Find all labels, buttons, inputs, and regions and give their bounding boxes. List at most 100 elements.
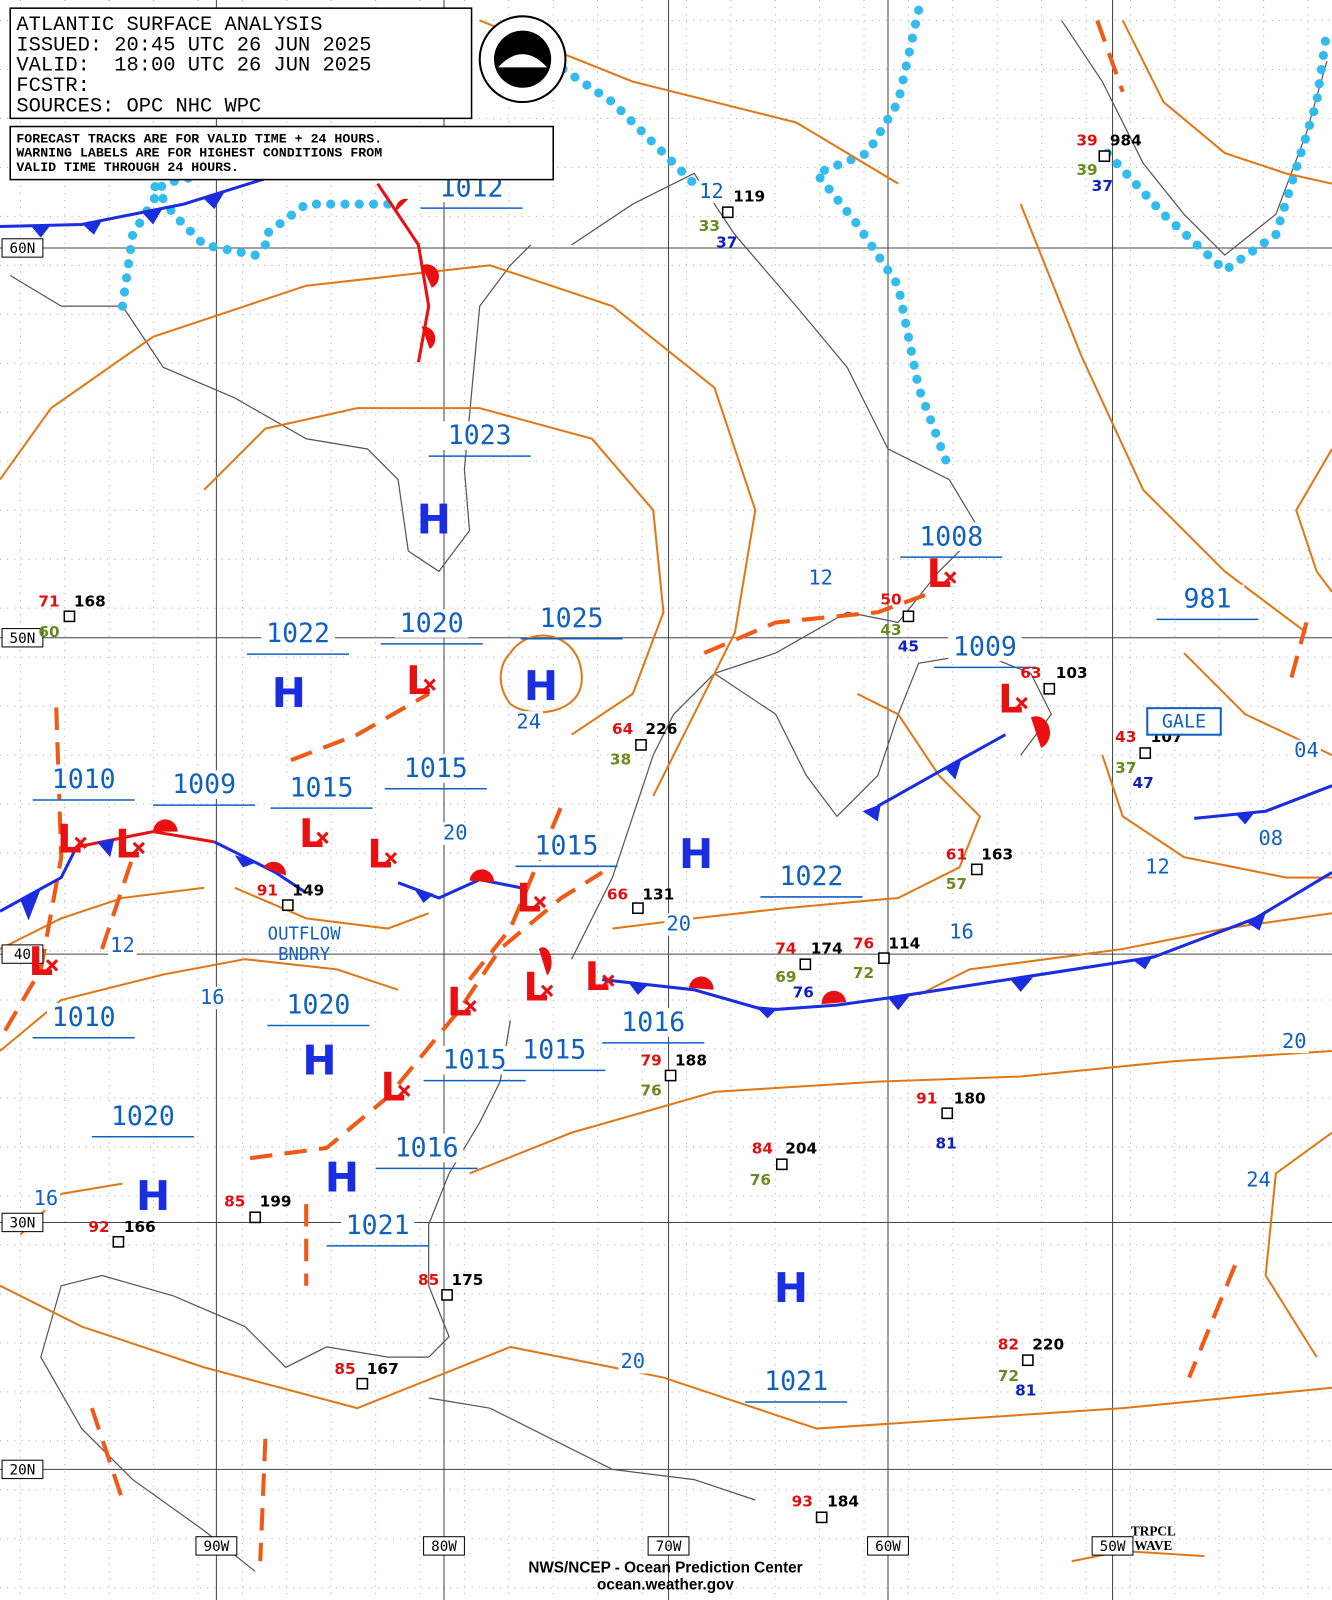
pressure-label-bg	[616, 1008, 690, 1037]
pressure-label-bg	[914, 522, 989, 552]
station-value: 64	[612, 720, 633, 738]
outflow-label: BNDRY	[278, 945, 331, 965]
pressure-label-bg	[340, 1211, 415, 1240]
low-cross	[944, 571, 957, 584]
station-value: 72	[853, 964, 874, 982]
isobar-label: 24	[1246, 1168, 1271, 1192]
station-value: 79	[641, 1052, 662, 1070]
station-marker	[878, 952, 890, 965]
isobar-label: 12	[110, 933, 135, 957]
station-value: 45	[898, 637, 919, 655]
station-marker	[815, 1511, 828, 1524]
station-value: 43	[1115, 728, 1136, 746]
station-marker	[941, 1107, 954, 1120]
low-cross	[132, 841, 145, 855]
station-marker	[63, 610, 76, 623]
isobar-label-bg	[1292, 739, 1321, 763]
pressure-label-bg	[437, 1045, 512, 1075]
warm-front	[376, 182, 431, 363]
isobar-label-bg	[618, 1351, 648, 1374]
pressure-label: 1010	[52, 1002, 116, 1033]
station-value: 61	[946, 846, 967, 864]
pressure-label: 1015	[290, 772, 354, 803]
pressure-label-bg	[1170, 584, 1245, 614]
pressure-label: 1022	[780, 861, 844, 892]
low-cross	[1015, 696, 1028, 710]
station-value: 226	[645, 720, 677, 738]
station-value: 63	[1020, 664, 1041, 682]
low-cross	[384, 851, 398, 865]
station-marker	[721, 206, 734, 219]
station-value: 74	[775, 939, 796, 957]
trough	[249, 870, 604, 1161]
trough	[1187, 1264, 1237, 1379]
pressure-label: 1016	[621, 1007, 685, 1038]
tropical-wave-label: TRPCL	[1131, 1524, 1176, 1539]
latitude-label: 60N	[10, 241, 36, 257]
pressure-label-bg	[167, 770, 241, 799]
low-cross	[464, 999, 477, 1013]
latitude-label-box	[1, 238, 44, 258]
cold-front	[213, 840, 308, 895]
longitude-label-box	[647, 1536, 690, 1556]
high-center: H	[136, 1172, 170, 1220]
pressure-label-bg	[948, 632, 1022, 662]
isobar-label-bg	[514, 711, 544, 734]
pressure-label-bg	[281, 990, 356, 1020]
isobar-label-bg	[108, 934, 137, 958]
station-value: 984	[1110, 131, 1142, 149]
pressure-label: 1009	[172, 769, 236, 800]
isobar-label: 20	[1282, 1029, 1307, 1053]
station-value: 180	[954, 1089, 986, 1107]
high-center: H	[679, 830, 713, 878]
isobar-label: 20	[621, 1349, 646, 1373]
station-value: 71	[38, 593, 59, 611]
header-line: ATLANTIC SURFACE ANALYSIS	[16, 14, 322, 37]
station-value: 92	[88, 1218, 109, 1236]
station-value: 37	[1115, 759, 1136, 777]
tropical-wave-label: WAVE	[1134, 1538, 1172, 1553]
station-value: 85	[418, 1271, 439, 1289]
latitude-label-box	[1, 628, 44, 648]
station-value: 163	[981, 846, 1013, 864]
isobar-label-bg	[198, 986, 227, 1010]
pressure-label: 1015	[443, 1045, 507, 1076]
header-line: ISSUED: 20:45 UTC 26 JUN 2025	[16, 34, 371, 57]
header-line: FCSTR:	[16, 75, 89, 98]
station-value: 37	[716, 233, 737, 251]
pressure-label-bg	[395, 609, 469, 638]
coastline	[428, 1397, 756, 1501]
ice-edge	[546, 56, 699, 189]
station-marker	[112, 1235, 125, 1248]
station-marker	[664, 1069, 677, 1082]
isobar	[469, 1050, 1332, 1175]
isobar	[1101, 754, 1332, 879]
footer-website: ocean.weather.gov	[597, 1577, 734, 1594]
station-value: 69	[775, 968, 796, 986]
isobar-label: 16	[200, 985, 225, 1009]
low-cross	[423, 678, 436, 691]
pressure-label-bg	[46, 1003, 121, 1032]
ice-edge	[148, 179, 260, 260]
isobars	[0, 19, 1332, 1563]
station-value: 39	[1076, 131, 1097, 149]
coastline	[40, 1020, 511, 1572]
isobar-label: 16	[34, 1186, 59, 1210]
isobar	[499, 634, 583, 714]
isobar	[1295, 448, 1332, 593]
pressure-label: 1010	[52, 764, 116, 795]
station-value: 114	[888, 934, 920, 952]
isobar-label-bg	[1244, 1169, 1273, 1192]
longitude-label: 50W	[1100, 1539, 1126, 1555]
station-marker	[1043, 682, 1056, 695]
high-center: H	[325, 1154, 359, 1202]
station-value: 131	[642, 885, 674, 903]
station-marker	[356, 1377, 369, 1390]
footer-agency: NWS/NCEP - Ocean Prediction Center	[528, 1559, 802, 1576]
isobar-label: 20	[666, 911, 691, 935]
isobar-label-bg	[1279, 1030, 1309, 1054]
trough	[290, 692, 430, 763]
trough	[100, 856, 135, 950]
isobar	[1121, 19, 1332, 185]
pressure-label-bg	[529, 831, 604, 861]
